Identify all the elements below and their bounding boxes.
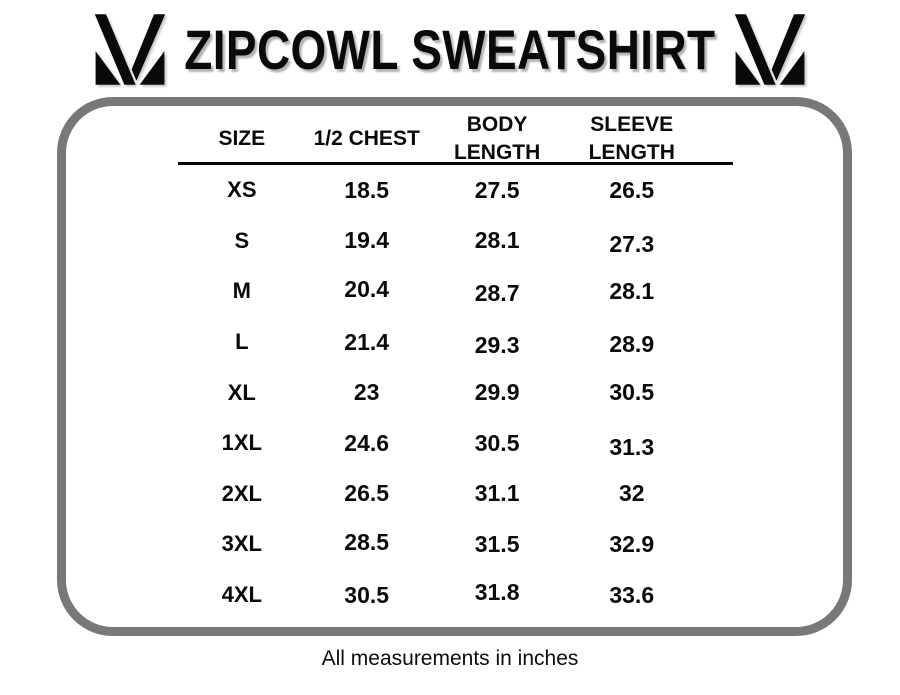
cell-body-length: 31.8 bbox=[474, 578, 520, 605]
cell-size: M bbox=[232, 278, 251, 304]
cell-half-chest: 26.5 bbox=[344, 480, 390, 507]
cell-body-length: 27.5 bbox=[474, 176, 520, 203]
column-header-body-length: BODY LENGTH bbox=[453, 113, 541, 164]
cell-sleeve-length: 28.9 bbox=[609, 330, 655, 357]
table-row: S 19.4 28.1 27.3 bbox=[178, 216, 733, 267]
cell-sleeve-length: 30.5 bbox=[609, 379, 655, 406]
cell-size: 3XL bbox=[221, 531, 262, 557]
table-row: XS 18.5 27.5 26.5 bbox=[178, 165, 733, 216]
cell-half-chest: 19.4 bbox=[344, 227, 390, 254]
table-row: M 20.4 28.7 28.1 bbox=[178, 266, 733, 317]
page-title: ZIPCOWL SWEATSHIRT bbox=[184, 18, 716, 81]
table-row: 2XL 26.5 31.1 32 bbox=[178, 469, 733, 520]
cell-half-chest: 20.4 bbox=[344, 275, 390, 302]
cell-size: 2XL bbox=[221, 480, 262, 506]
cell-sleeve-length: 31.3 bbox=[609, 433, 655, 460]
cell-size: 1XL bbox=[221, 430, 262, 456]
cell-sleeve-length: 27.3 bbox=[609, 231, 655, 258]
table-row: 1XL 24.6 30.5 31.3 bbox=[178, 418, 733, 469]
cell-size: XS bbox=[227, 177, 257, 203]
cell-sleeve-length: 33.6 bbox=[609, 581, 655, 608]
cell-half-chest: 28.5 bbox=[344, 528, 390, 555]
cell-sleeve-length: 32 bbox=[618, 480, 645, 507]
cell-half-chest: 30.5 bbox=[344, 581, 390, 608]
brand-m-monogram-icon bbox=[730, 11, 810, 88]
cell-body-length: 29.3 bbox=[474, 331, 520, 358]
cell-body-length: 29.9 bbox=[474, 379, 520, 406]
cell-sleeve-length: 32.9 bbox=[609, 530, 655, 557]
cell-half-chest: 23 bbox=[353, 379, 380, 406]
cell-sleeve-length: 28.1 bbox=[609, 277, 655, 304]
brand-m-monogram-icon bbox=[90, 11, 170, 88]
measurement-note: All measurements in inches bbox=[321, 647, 579, 670]
column-header-half-chest: 1/2 CHEST bbox=[313, 126, 420, 150]
cell-size: L bbox=[235, 329, 249, 355]
size-table: SIZE 1/2 CHEST BODY LENGTH SLEEVE LENGTH… bbox=[178, 108, 733, 620]
cell-size: 4XL bbox=[221, 582, 262, 608]
cell-body-length: 30.5 bbox=[474, 429, 520, 456]
cell-half-chest: 18.5 bbox=[344, 176, 390, 203]
cell-body-length: 28.1 bbox=[474, 227, 520, 254]
column-header-size: SIZE bbox=[218, 126, 266, 150]
table-body: XS 18.5 27.5 26.5 S 19.4 28.1 27.3 M 20.… bbox=[178, 165, 733, 620]
cell-size: XL bbox=[227, 379, 256, 405]
table-row: L 21.4 29.3 28.9 bbox=[178, 317, 733, 368]
size-chart-frame bbox=[57, 97, 852, 636]
header: ZIPCOWL SWEATSHIRT bbox=[0, 6, 900, 92]
cell-sleeve-length: 26.5 bbox=[609, 176, 655, 203]
table-header-row: SIZE 1/2 CHEST BODY LENGTH SLEEVE LENGTH bbox=[178, 108, 733, 165]
cell-half-chest: 21.4 bbox=[344, 328, 390, 355]
cell-body-length: 28.7 bbox=[474, 279, 520, 306]
table-row: XL 23 29.9 30.5 bbox=[178, 367, 733, 418]
cell-body-length: 31.5 bbox=[474, 530, 520, 557]
column-header-sleeve-length: SLEEVE LENGTH bbox=[588, 113, 675, 164]
table-row: 4XL 30.5 31.8 33.6 bbox=[178, 570, 733, 621]
cell-body-length: 31.1 bbox=[474, 480, 520, 507]
cell-half-chest: 24.6 bbox=[344, 429, 390, 456]
cell-size: S bbox=[234, 227, 250, 253]
table-row: 3XL 28.5 31.5 32.9 bbox=[178, 519, 733, 570]
